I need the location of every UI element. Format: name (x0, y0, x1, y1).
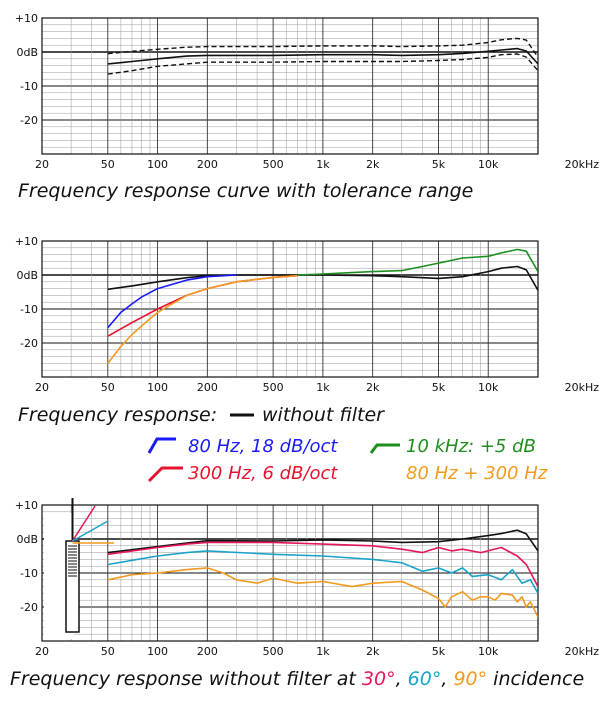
x-tick-label: 20 (35, 158, 49, 171)
incidence-ray-30 (71, 505, 96, 542)
y-tick-label: +10 (15, 12, 38, 25)
x-tick-label: 20kHz (565, 158, 600, 171)
caption-angle-60: 60° (408, 668, 442, 690)
grid-lines (41, 17, 539, 155)
y-tick-label: -20 (20, 337, 38, 350)
y-tick-label: -10 (20, 80, 38, 93)
x-tick-label: 5k (432, 381, 446, 394)
chart-panel-filters: +10 0dB -10 -20 20 50 100 200 500 1k 2k 5k 10k 20kHz (15, 235, 599, 394)
grid-lines (41, 240, 539, 378)
series-group (107, 248, 538, 364)
legend-label: 80 Hz + 300 Hz (406, 463, 548, 484)
series-line-blue (107, 274, 237, 329)
chart-caption-tolerance: Frequency response curve with tolerance … (18, 180, 473, 202)
x-tick-label: 2k (366, 158, 380, 171)
legend: without filter 80 Hz, 18 dB/oct 10 kHz: … (147, 404, 548, 484)
x-tick-label: 100 (147, 381, 168, 394)
caption-part: Frequency response without filter at (10, 668, 362, 690)
y-tick-label: -20 (20, 114, 38, 127)
incidence-ray-60 (72, 520, 109, 542)
microphone-icon (44, 498, 114, 639)
legend-swatch (369, 443, 400, 454)
x-tick-label: 20kHz (565, 645, 600, 658)
legend-swatch (147, 437, 176, 454)
x-tick-label: 2k (366, 381, 380, 394)
x-tick-label: 10k (478, 381, 499, 394)
x-tick-label: 20kHz (565, 381, 600, 394)
x-tick-label: 5k (432, 158, 446, 171)
y-tick-label: -20 (20, 601, 38, 614)
y-tick-label: +10 (15, 499, 38, 512)
x-tick-label: 20 (35, 381, 49, 394)
legend-item-80hz: 80 Hz, 18 dB/oct (147, 436, 338, 457)
chart-caption-filters: Frequency response: (18, 404, 217, 426)
axis-tick-labels: +10 0dB -10 -20 20 50 100 200 500 1k 2k 5k 10k 20kHz (15, 12, 599, 171)
x-tick-label: 50 (101, 645, 115, 658)
x-tick-label: 500 (263, 381, 284, 394)
caption-angle-90: 90° (453, 668, 487, 690)
x-tick-label: 200 (197, 381, 218, 394)
y-tick-label: -10 (20, 303, 38, 316)
legend-label: 10 kHz: +5 dB (406, 436, 536, 457)
legend-label: 80 Hz, 18 dB/oct (188, 436, 338, 457)
x-tick-label: 500 (263, 158, 284, 171)
legend-label: without filter (262, 404, 385, 426)
legend-item-300hz: 300 Hz, 6 dB/oct (147, 463, 338, 484)
y-tick-label: +10 (15, 235, 38, 248)
x-tick-label: 20 (35, 645, 49, 658)
x-tick-label: 10k (478, 645, 499, 658)
x-tick-label: 100 (147, 158, 168, 171)
series-line-black (107, 47, 538, 65)
x-tick-label: 5k (432, 645, 446, 658)
series-line-orange (107, 274, 298, 364)
x-tick-label: 50 (101, 158, 115, 171)
series-group (107, 37, 538, 75)
x-tick-label: 200 (197, 645, 218, 658)
grid-lines (41, 504, 539, 642)
chart-caption-incidence: Frequency response without filter at 30°… (10, 668, 584, 690)
series-line-green (297, 248, 538, 276)
y-tick-label: 0dB (16, 533, 38, 546)
legend-label: 300 Hz, 6 dB/oct (188, 463, 338, 484)
axis-tick-labels: +10 0dB -10 -20 20 50 100 200 500 1k 2k 5k 10k 20kHz (15, 235, 599, 394)
x-tick-label: 100 (147, 645, 168, 658)
series-line-orange (107, 567, 538, 618)
x-tick-label: 10k (478, 158, 499, 171)
series-group (107, 529, 538, 618)
x-tick-label: 50 (101, 381, 115, 394)
axis-tick-labels: +10 0dB -10 -20 20 50 100 200 500 1k 2k 5k 10k 20kHz (15, 499, 599, 658)
y-tick-label: 0dB (16, 269, 38, 282)
legend-item-80hz-300hz: 80 Hz + 300 Hz (406, 463, 548, 484)
series-line-pink (107, 541, 538, 587)
plot-frame (41, 17, 539, 155)
microphone-grille (68, 545, 77, 577)
legend-item-10khz: 10 kHz: +5 dB (369, 436, 536, 457)
x-tick-label: 2k (366, 645, 380, 658)
caption-part: , (441, 668, 453, 690)
x-tick-label: 1k (316, 381, 330, 394)
x-tick-label: 500 (263, 645, 284, 658)
x-tick-label: 1k (316, 645, 330, 658)
series-line-black-dashed (107, 53, 538, 75)
x-tick-label: 200 (197, 158, 218, 171)
y-tick-label: -10 (20, 567, 38, 580)
caption-angle-30: 30° (362, 668, 396, 690)
series-line-cyan (107, 550, 538, 594)
plot-frame (41, 504, 539, 642)
legend-swatch (147, 466, 183, 483)
caption-part: , (396, 668, 408, 690)
x-tick-label: 1k (316, 158, 330, 171)
plot-frame (41, 240, 539, 378)
chart-panel-tolerance: +10 0dB -10 -20 20 50 100 200 500 1k 2k 5k 10k 20kHz (15, 12, 599, 171)
series-line-black-dashed (107, 37, 538, 58)
legend-item-without-filter: without filter (230, 404, 385, 426)
series-line-black (107, 529, 538, 554)
caption-part: incidence (487, 668, 584, 690)
series-line-black (107, 265, 538, 291)
chart-panel-incidence: +10 0dB -10 -20 20 50 100 200 500 1k 2k 5k 10k 20kHz (15, 499, 599, 658)
y-tick-label: 0dB (16, 46, 38, 59)
